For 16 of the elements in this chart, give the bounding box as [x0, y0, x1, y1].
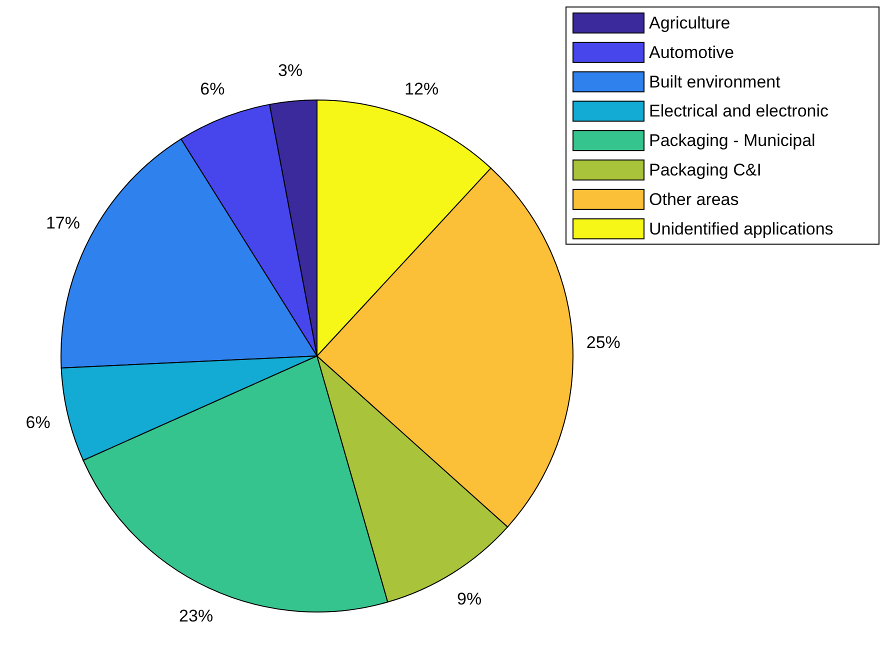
data-label: 6% — [200, 80, 225, 99]
legend-label: Packaging C&I — [649, 160, 762, 180]
data-label: 17% — [46, 214, 80, 233]
legend-label: Automotive — [649, 42, 734, 62]
data-label: 25% — [586, 333, 620, 352]
legend-label: Unidentified applications — [649, 219, 834, 238]
data-label: 23% — [179, 606, 214, 626]
data-label: 12% — [404, 80, 439, 99]
data-label: 3% — [278, 61, 303, 80]
legend-label: Packaging - Municipal — [649, 131, 816, 150]
data-label: 6% — [26, 412, 50, 432]
legend-label: Agriculture — [649, 14, 730, 32]
data-label: 9% — [456, 589, 482, 608]
legend-label: Built environment — [649, 72, 781, 92]
legend-label: Electrical and electronic — [649, 102, 830, 121]
legend-label: Other areas — [649, 190, 739, 209]
